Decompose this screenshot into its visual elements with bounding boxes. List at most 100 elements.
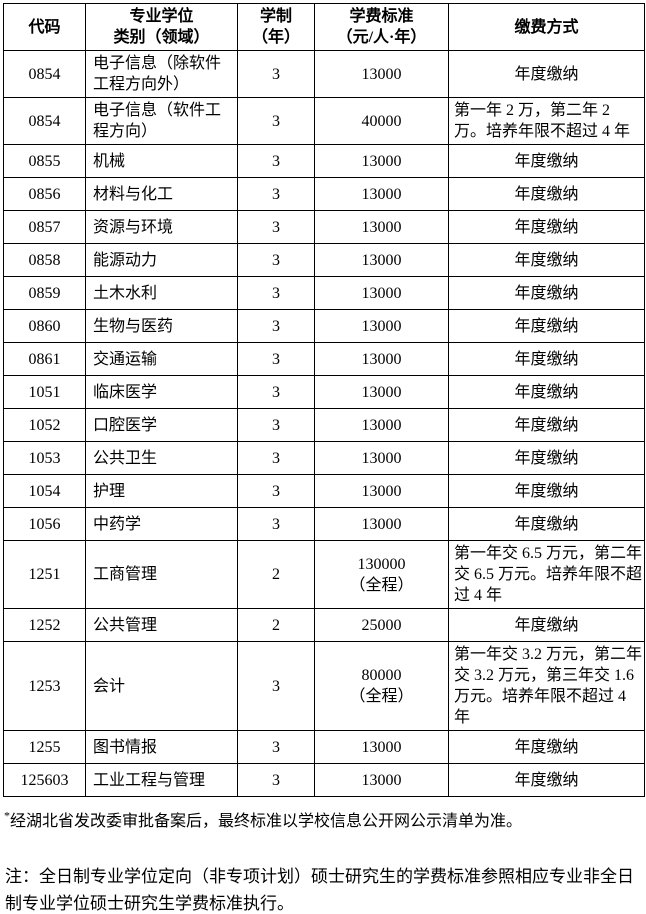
cell-code: 0854	[3, 97, 86, 145]
cell-code: 1056	[3, 507, 86, 541]
cell-field: 公共管理	[85, 608, 238, 642]
cell-field: 资源与环境	[85, 210, 238, 244]
cell-field: 公共卫生	[85, 441, 238, 475]
cell-years: 3	[237, 408, 315, 442]
table-row: 0861 交通运输 3 13000 年度缴纳	[3, 342, 645, 376]
cell-tuition: 13000	[314, 474, 449, 508]
table-row: 0860 生物与医药 3 13000 年度缴纳	[3, 309, 645, 343]
cell-code: 0854	[3, 50, 86, 98]
cell-tuition: 13000	[314, 507, 449, 541]
header-tuition: 学费标准 （元/人·年）	[314, 3, 449, 51]
cell-code: 0856	[3, 177, 86, 211]
cell-payment: 年度缴纳	[448, 342, 645, 376]
cell-field: 临床医学	[85, 375, 238, 409]
table-row: 0855 机械 3 13000 年度缴纳	[3, 144, 645, 178]
cell-code: 0859	[3, 276, 86, 310]
cell-tuition: 80000 （全程）	[314, 641, 449, 731]
table-row: 0856 材料与化工 3 13000 年度缴纳	[3, 177, 645, 211]
cell-years: 3	[237, 763, 315, 797]
table-row: 0858 能源动力 3 13000 年度缴纳	[3, 243, 645, 277]
table-row: 1052 口腔医学 3 13000 年度缴纳	[3, 408, 645, 442]
cell-field: 图书情报	[85, 730, 238, 764]
cell-years: 3	[237, 276, 315, 310]
cell-field: 工业工程与管理	[85, 763, 238, 797]
table-row: 0859 土木水利 3 13000 年度缴纳	[3, 276, 645, 310]
table-row: 1053 公共卫生 3 13000 年度缴纳	[3, 441, 645, 475]
cell-years: 2	[237, 540, 315, 609]
cell-payment: 年度缴纳	[448, 763, 645, 797]
cell-years: 3	[237, 97, 315, 145]
header-duration: 学制 （年）	[237, 3, 315, 51]
cell-field: 能源动力	[85, 243, 238, 277]
cell-code: 125603	[3, 763, 86, 797]
cell-years: 3	[237, 342, 315, 376]
cell-payment: 年度缴纳	[448, 507, 645, 541]
cell-field: 机械	[85, 144, 238, 178]
cell-tuition: 13000	[314, 210, 449, 244]
cell-tuition: 13000	[314, 144, 449, 178]
header-payment: 缴费方式	[448, 3, 645, 51]
cell-tuition: 13000	[314, 763, 449, 797]
cell-field: 生物与医药	[85, 309, 238, 343]
cell-code: 0861	[3, 342, 86, 376]
footnote-text: 经湖北省发改委审批备案后，最终标准以学校信息公开网公示清单为准。	[10, 813, 523, 830]
cell-years: 3	[237, 177, 315, 211]
cell-tuition: 13000	[314, 441, 449, 475]
cell-code: 1252	[3, 608, 86, 642]
cell-tuition: 130000 （全程）	[314, 540, 449, 609]
cell-payment: 年度缴纳	[448, 730, 645, 764]
cell-code: 1253	[3, 641, 86, 731]
cell-payment: 年度缴纳	[448, 276, 645, 310]
cell-tuition: 25000	[314, 608, 449, 642]
cell-field: 电子信息（除软件工程方向外）	[85, 50, 238, 98]
cell-tuition: 13000	[314, 375, 449, 409]
cell-payment: 第一年交 6.5 万元，第二年交 6.5 万元。培养年限不超过 4 年	[448, 540, 645, 609]
cell-field: 工商管理	[85, 540, 238, 609]
cell-code: 1053	[3, 441, 86, 475]
table-header: 代码 专业学位 类别（领域） 学制 （年） 学费标准 （元/人·年） 缴费方式	[3, 3, 645, 51]
cell-payment: 年度缴纳	[448, 210, 645, 244]
cell-payment: 第一年交 3.2 万元，第二年交 3.2 万元，第三年交 1.6 万元。培养年限…	[448, 641, 645, 731]
note-paragraph: 注：全日制专业学位定向（非专项计划）硕士研究生的学费标准参照相应专业非全日制专业…	[5, 867, 634, 913]
cell-field: 会计	[85, 641, 238, 731]
cell-years: 3	[237, 243, 315, 277]
header-row: 代码 专业学位 类别（领域） 学制 （年） 学费标准 （元/人·年） 缴费方式	[3, 3, 645, 51]
cell-tuition: 13000	[314, 276, 449, 310]
table-row: 1255 图书情报 3 13000 年度缴纳	[3, 730, 645, 764]
cell-field: 材料与化工	[85, 177, 238, 211]
cell-tuition: 13000	[314, 50, 449, 98]
cell-tuition: 13000	[314, 243, 449, 277]
table-row: 1253 会计 3 80000 （全程） 第一年交 3.2 万元，第二年交 3.2 万元…	[3, 641, 645, 731]
cell-tuition: 13000	[314, 408, 449, 442]
cell-code: 1054	[3, 474, 86, 508]
cell-tuition: 13000	[314, 730, 449, 764]
cell-code: 1051	[3, 375, 86, 409]
cell-payment: 年度缴纳	[448, 177, 645, 211]
cell-years: 3	[237, 641, 315, 731]
header-code: 代码	[3, 3, 86, 51]
cell-years: 3	[237, 309, 315, 343]
cell-field: 口腔医学	[85, 408, 238, 442]
cell-code: 1251	[3, 540, 86, 609]
cell-years: 3	[237, 210, 315, 244]
cell-years: 3	[237, 375, 315, 409]
footnote: *经湖北省发改委审批备案后，最终标准以学校信息公开网公示清单为准。	[4, 810, 640, 833]
cell-years: 3	[237, 507, 315, 541]
table-row: 1056 中药学 3 13000 年度缴纳	[3, 507, 645, 541]
cell-years: 3	[237, 50, 315, 98]
cell-field: 交通运输	[85, 342, 238, 376]
cell-field: 土木水利	[85, 276, 238, 310]
cell-years: 3	[237, 144, 315, 178]
cell-years: 3	[237, 730, 315, 764]
table-row: 0854 电子信息（除软件工程方向外） 3 13000 年度缴纳	[3, 50, 645, 98]
cell-years: 3	[237, 474, 315, 508]
cell-code: 0858	[3, 243, 86, 277]
cell-payment: 年度缴纳	[448, 243, 645, 277]
cell-code: 0857	[3, 210, 86, 244]
table-row: 0857 资源与环境 3 13000 年度缴纳	[3, 210, 645, 244]
cell-code: 0855	[3, 144, 86, 178]
cell-field: 电子信息（软件工程方向）	[85, 97, 238, 145]
cell-code: 1255	[3, 730, 86, 764]
fee-table-body: 0854 电子信息（除软件工程方向外） 3 13000 年度缴纳 0854 电子信息（软件工…	[3, 50, 645, 797]
